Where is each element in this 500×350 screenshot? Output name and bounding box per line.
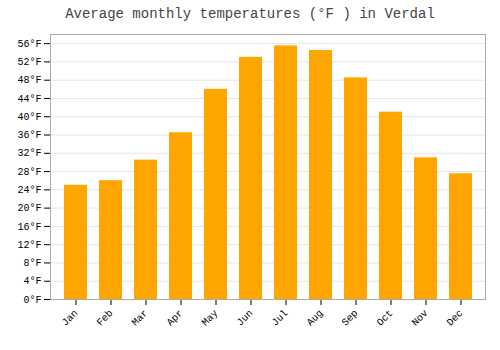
svg-text:20°F: 20°F (17, 203, 41, 214)
svg-text:16°F: 16°F (17, 222, 41, 233)
svg-text:4°F: 4°F (23, 276, 41, 287)
svg-text:Jul: Jul (270, 308, 291, 329)
svg-text:Mar: Mar (130, 308, 151, 329)
svg-text:Nov: Nov (410, 308, 431, 329)
svg-text:12°F: 12°F (17, 240, 41, 251)
svg-text:40°F: 40°F (17, 112, 41, 123)
svg-text:Sep: Sep (340, 308, 361, 329)
svg-text:56°F: 56°F (17, 39, 41, 50)
svg-text:Apr: Apr (165, 308, 186, 329)
svg-text:Jun: Jun (235, 308, 256, 329)
svg-text:Dec: Dec (445, 308, 466, 329)
svg-text:32°F: 32°F (17, 148, 41, 159)
svg-text:28°F: 28°F (17, 167, 41, 178)
svg-text:0°F: 0°F (23, 295, 41, 306)
svg-text:44°F: 44°F (17, 94, 41, 105)
svg-text:8°F: 8°F (23, 258, 41, 269)
svg-text:24°F: 24°F (17, 185, 41, 196)
svg-text:Jan: Jan (60, 308, 81, 329)
svg-text:48°F: 48°F (17, 75, 41, 86)
html-text:Average monthly temperatures (: Average monthly temperatures (°F ) in Ve… (65, 6, 435, 22)
svg-text:Feb: Feb (95, 308, 116, 329)
svg-text:Oct: Oct (375, 308, 396, 329)
svg-text:Aug: Aug (305, 308, 326, 329)
svg-text:36°F: 36°F (17, 130, 41, 141)
svg-text:May: May (200, 308, 221, 329)
svg-text:52°F: 52°F (17, 57, 41, 68)
